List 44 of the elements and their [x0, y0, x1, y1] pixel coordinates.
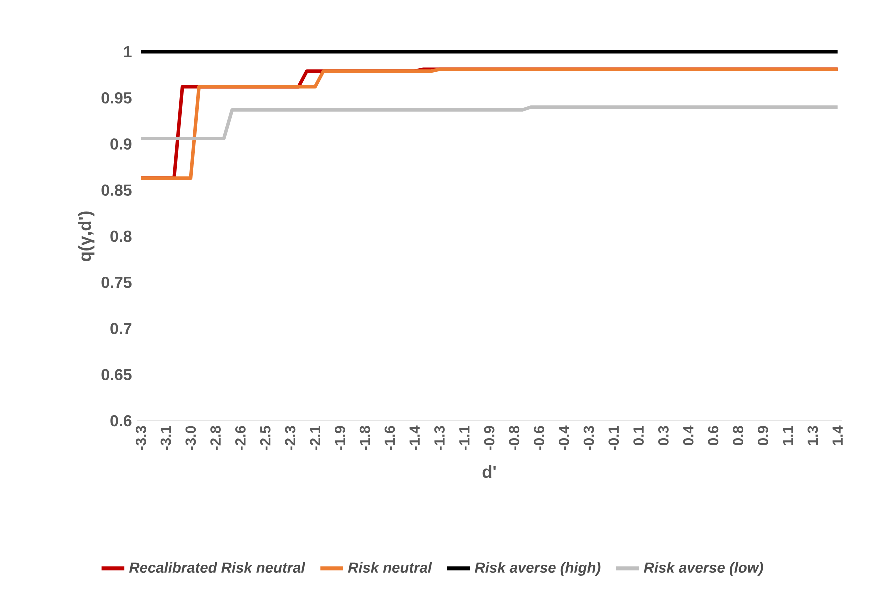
- x-tick-label: -0.9: [484, 426, 495, 450]
- x-tick-label: 0.9: [758, 426, 768, 446]
- legend-label: Recalibrated Risk neutral: [129, 562, 306, 574]
- x-tick-label: -3.0: [186, 426, 196, 450]
- y-tick-label: 0.65: [102, 369, 132, 381]
- x-tick-label: -2.8: [210, 426, 221, 450]
- legend-label: Risk neutral: [348, 562, 432, 574]
- x-tick-label: -2.6: [236, 426, 246, 450]
- y-tick-label: 0.7: [110, 323, 132, 334]
- x-tick-label: -0.6: [534, 426, 544, 450]
- x-tick-label: 0.1: [634, 426, 644, 446]
- y-tick-label: 0.85: [102, 184, 132, 196]
- x-tick-label: -1.4: [410, 426, 420, 450]
- x-tick-label: 0.4: [683, 426, 694, 446]
- x-tick-label: 0.3: [658, 426, 669, 446]
- x-tick-label: -0.3: [584, 426, 594, 450]
- x-tick-label: -1.6: [384, 426, 396, 450]
- y-tick-label: 0.8: [110, 230, 132, 242]
- x-tick-label: 0.8: [733, 426, 744, 446]
- legend-label: Risk averse (low): [644, 562, 764, 576]
- x-tick-label: -2.5: [260, 426, 271, 450]
- y-tick-label: 1: [124, 46, 132, 58]
- y-axis-title: q(γ,d'): [78, 212, 95, 262]
- x-tick-label: -2.1: [310, 426, 320, 450]
- y-tick-label: 0.6: [110, 415, 132, 427]
- y-tick-label: 0.95: [102, 92, 132, 104]
- x-tick-label: -3.1: [160, 426, 172, 450]
- y-tick-label: 0.9: [110, 138, 132, 150]
- x-tick-label: -0.1: [608, 426, 620, 450]
- x-tick-label: -0.8: [509, 426, 520, 450]
- x-tick-label: -1.3: [434, 426, 445, 450]
- x-tick-label: -2.3: [285, 426, 296, 450]
- x-tick-label: -3.3: [136, 426, 146, 450]
- x-tick-label: 1.3: [808, 426, 818, 446]
- x-tick-label: -1.9: [335, 426, 346, 450]
- legend-label: Risk averse (high): [475, 562, 601, 576]
- x-tick-label: -1.8: [360, 426, 370, 450]
- y-tick-label: 0.75: [102, 276, 132, 288]
- x-tick-label: -1.1: [460, 426, 470, 450]
- x-tick-label: -0.4: [558, 426, 570, 450]
- x-tick-label: 1.4: [832, 426, 843, 446]
- x-axis-title: d': [482, 465, 496, 478]
- x-tick-label: 0.6: [708, 426, 719, 446]
- x-tick-label: 1.1: [783, 426, 794, 446]
